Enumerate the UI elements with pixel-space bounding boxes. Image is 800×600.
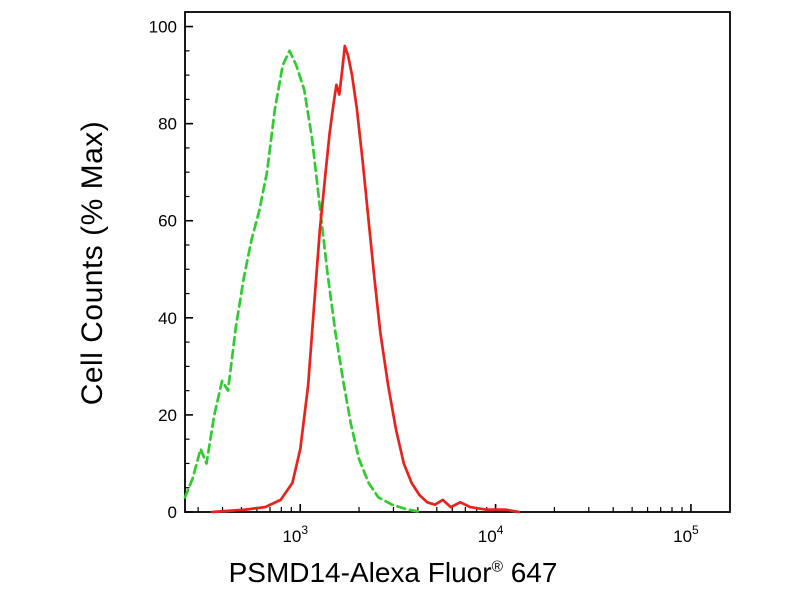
svg-text:80: 80 (158, 115, 177, 134)
histogram-curves (183, 44, 521, 514)
registered-trademark-symbol: ® (491, 558, 503, 576)
svg-text:100: 100 (149, 18, 177, 37)
svg-text:60: 60 (158, 212, 177, 231)
svg-text:105: 105 (673, 523, 699, 546)
x-axis-label-main: PSMD14-Alexa Fluor (228, 557, 492, 588)
svg-text:104: 104 (478, 523, 504, 546)
axis-ticks: 0 20 40 60 80 100 103 104 105 (149, 18, 699, 546)
y-axis-label: Cell Counts (% Max) (76, 120, 109, 406)
svg-text:103: 103 (282, 523, 308, 546)
svg-text:20: 20 (158, 406, 177, 425)
svg-text:40: 40 (158, 309, 177, 328)
plot-frame (184, 11, 731, 513)
x-axis-label: PSMD14-Alexa Fluor® 647 (229, 557, 558, 589)
svg-text:0: 0 (168, 503, 177, 522)
x-axis-label-suffix: 647 (502, 557, 558, 588)
